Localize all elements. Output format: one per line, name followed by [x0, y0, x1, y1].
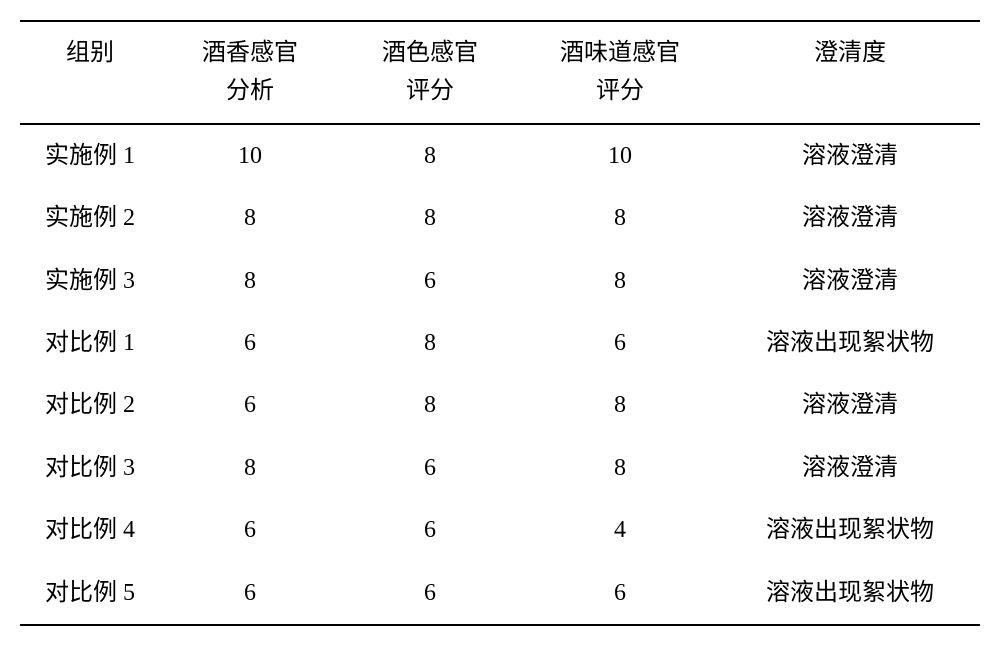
- cell-group: 对比例 1: [20, 312, 160, 374]
- header-text: 组别: [66, 40, 114, 66]
- cell-clarity: 溶液澄清: [720, 250, 980, 312]
- cell-taste: 10: [520, 124, 720, 187]
- cell-taste: 6: [520, 312, 720, 374]
- cell-clarity: 溶液澄清: [720, 437, 980, 499]
- table-body: 实施例 1 10 8 10 溶液澄清 实施例 2 8 8 8 溶液澄清 实施例 …: [20, 124, 980, 625]
- cell-aroma: 6: [160, 312, 340, 374]
- cell-aroma: 8: [160, 437, 340, 499]
- table-row: 对比例 4 6 6 4 溶液出现絮状物: [20, 499, 980, 561]
- cell-clarity: 溶液出现絮状物: [720, 312, 980, 374]
- header-text-line2: 分析: [226, 78, 274, 104]
- header-clarity: 澄清度: [720, 21, 980, 124]
- cell-clarity: 溶液澄清: [720, 124, 980, 187]
- table-row: 实施例 1 10 8 10 溶液澄清: [20, 124, 980, 187]
- header-text: 酒香感官: [202, 40, 298, 66]
- cell-aroma: 6: [160, 499, 340, 561]
- cell-taste: 6: [520, 562, 720, 625]
- cell-clarity: 溶液澄清: [720, 187, 980, 249]
- header-aroma: 酒香感官 分析: [160, 21, 340, 124]
- cell-color: 6: [340, 250, 520, 312]
- cell-taste: 8: [520, 374, 720, 436]
- table-row: 对比例 5 6 6 6 溶液出现絮状物: [20, 562, 980, 625]
- cell-clarity: 溶液出现絮状物: [720, 562, 980, 625]
- cell-aroma: 6: [160, 562, 340, 625]
- cell-aroma: 8: [160, 250, 340, 312]
- cell-taste: 8: [520, 187, 720, 249]
- cell-taste: 8: [520, 250, 720, 312]
- table-row: 对比例 2 6 8 8 溶液澄清: [20, 374, 980, 436]
- cell-color: 6: [340, 437, 520, 499]
- table-row: 实施例 2 8 8 8 溶液澄清: [20, 187, 980, 249]
- cell-color: 8: [340, 124, 520, 187]
- cell-group: 实施例 1: [20, 124, 160, 187]
- cell-color: 8: [340, 187, 520, 249]
- header-group: 组别: [20, 21, 160, 124]
- header-taste: 酒味道感官 评分: [520, 21, 720, 124]
- header-text: 酒味道感官: [560, 40, 680, 66]
- cell-group: 实施例 2: [20, 187, 160, 249]
- table-row: 对比例 3 8 6 8 溶液澄清: [20, 437, 980, 499]
- cell-group: 对比例 4: [20, 499, 160, 561]
- cell-aroma: 8: [160, 187, 340, 249]
- cell-color: 8: [340, 312, 520, 374]
- cell-color: 6: [340, 499, 520, 561]
- header-text: 澄清度: [814, 40, 886, 66]
- cell-clarity: 溶液澄清: [720, 374, 980, 436]
- cell-aroma: 10: [160, 124, 340, 187]
- cell-group: 对比例 3: [20, 437, 160, 499]
- table-header-row: 组别 酒香感官 分析 酒色感官 评分 酒味道感官 评分 澄清度: [20, 21, 980, 124]
- sensory-evaluation-table: 组别 酒香感官 分析 酒色感官 评分 酒味道感官 评分 澄清度 实施例 1: [20, 20, 980, 626]
- header-text-line2: 评分: [596, 78, 644, 104]
- cell-group: 对比例 5: [20, 562, 160, 625]
- cell-color: 6: [340, 562, 520, 625]
- cell-taste: 4: [520, 499, 720, 561]
- table-row: 实施例 3 8 6 8 溶液澄清: [20, 250, 980, 312]
- cell-clarity: 溶液出现絮状物: [720, 499, 980, 561]
- header-text: 酒色感官: [382, 40, 478, 66]
- cell-aroma: 6: [160, 374, 340, 436]
- cell-group: 实施例 3: [20, 250, 160, 312]
- header-text-line2: 评分: [406, 78, 454, 104]
- cell-group: 对比例 2: [20, 374, 160, 436]
- header-color: 酒色感官 评分: [340, 21, 520, 124]
- cell-taste: 8: [520, 437, 720, 499]
- table-row: 对比例 1 6 8 6 溶液出现絮状物: [20, 312, 980, 374]
- cell-color: 8: [340, 374, 520, 436]
